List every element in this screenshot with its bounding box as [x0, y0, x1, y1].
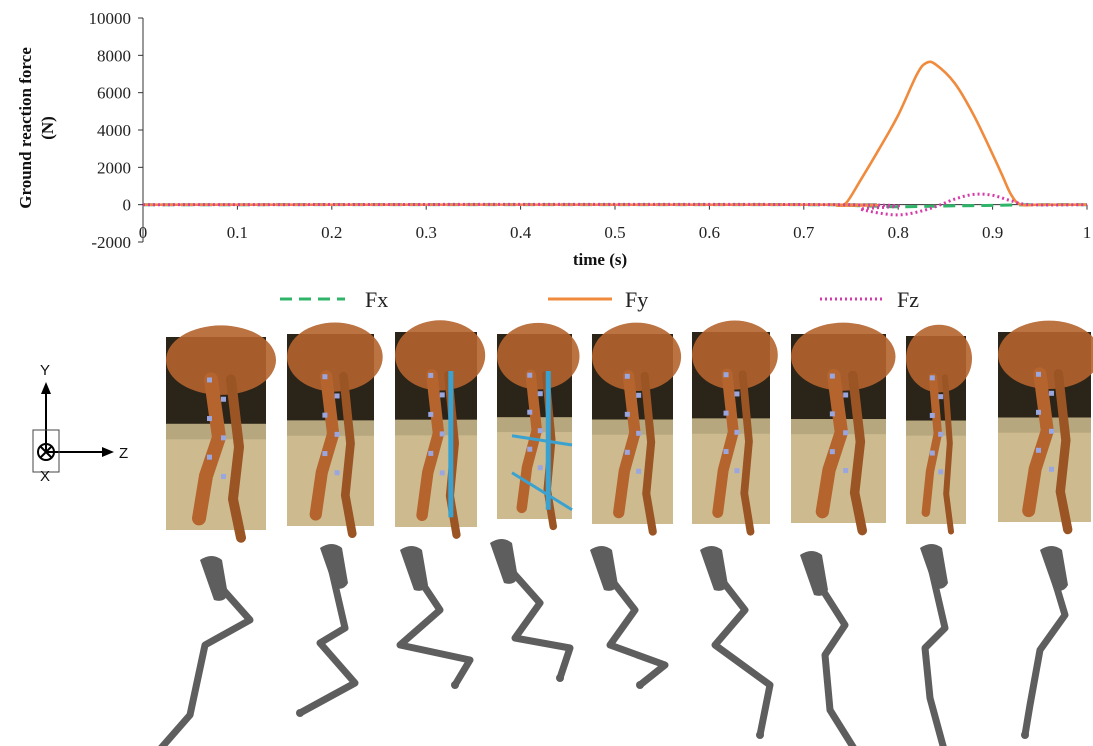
- x-tick-label: 0.2: [321, 223, 342, 242]
- x-tick-label: 0.8: [888, 223, 909, 242]
- axis-label-y: Y: [40, 362, 50, 379]
- series-line-fz: [142, 192, 1088, 217]
- y-tick-label: 8000: [97, 46, 131, 65]
- legend-item-fy: Fy: [548, 287, 648, 312]
- photo-frame: [287, 322, 383, 539]
- axis-label-z: Z: [119, 445, 128, 462]
- x-tick-label: 1: [1083, 223, 1092, 242]
- skeleton-frame: [700, 546, 774, 739]
- skeleton-frame: [920, 544, 949, 746]
- skeleton-frame: [296, 544, 359, 717]
- skeleton-frame: [158, 556, 254, 746]
- x-axis-title: time (s): [573, 250, 627, 269]
- series-line-fy: [142, 60, 1087, 207]
- x-tick-label: 0.6: [699, 223, 720, 242]
- x-tick-label: 0.4: [510, 223, 532, 242]
- photo-frame: [497, 322, 580, 531]
- x-axis-box: [32, 429, 60, 473]
- z-arrow-head: [102, 447, 114, 457]
- x-tick-label: 0.7: [793, 223, 815, 242]
- skeleton-frame: [1021, 546, 1069, 739]
- legend-label-fy: Fy: [625, 287, 648, 312]
- y-axis-ticks: -2000 0 2000 4000 6000 8000 10000: [89, 9, 143, 252]
- y-arrow-head: [41, 382, 51, 394]
- y-tick-label: 0: [123, 196, 132, 215]
- skeleton-frame: [490, 539, 574, 682]
- y-tick-label: 6000: [97, 84, 131, 103]
- photo-frame: [998, 320, 1093, 535]
- y-tick-label: -2000: [91, 233, 131, 252]
- chart-legend: Fx Fy Fz: [280, 287, 919, 312]
- axis-label-x: X: [40, 468, 50, 485]
- skeleton-frame: [800, 551, 857, 746]
- series-lines: [142, 60, 1088, 217]
- x-axis-circle: [37, 443, 55, 461]
- legend-item-fz: Fz: [820, 287, 919, 312]
- photo-frame: [395, 320, 486, 539]
- photo-frame: [592, 322, 682, 536]
- photo-strip: [166, 320, 1093, 543]
- x-tick-label: 0.5: [604, 223, 625, 242]
- x-tick-label: 0.1: [227, 223, 248, 242]
- x-axis-ticks: 0 0.1 0.2 0.3 0.4 0.5 0.6 0.7 0.8 0.9 1: [139, 204, 1092, 242]
- photo-frame: [692, 320, 778, 536]
- y-axis-title-line-2: (N): [38, 116, 57, 140]
- y-tick-label: 4000: [97, 121, 131, 140]
- y-axis-title: Ground reaction force (N): [16, 47, 57, 209]
- photo-frame: [166, 325, 276, 543]
- y-tick-label: 2000: [97, 158, 131, 177]
- photo-frame: [791, 322, 896, 536]
- skeleton-frame: [396, 546, 474, 689]
- photo-frame: [906, 324, 972, 535]
- legend-label-fz: Fz: [897, 287, 919, 312]
- x-tick-label: 0.3: [416, 223, 437, 242]
- legend-label-fx: Fx: [365, 287, 388, 312]
- x-tick-label: 0.9: [982, 223, 1003, 242]
- y-tick-label: 10000: [89, 9, 132, 28]
- force-chart: Ground reaction force (N) -2000 0 2000 4000 6…: [16, 9, 1091, 269]
- skeleton-strip: [158, 539, 1069, 746]
- skeleton-frame: [590, 546, 669, 689]
- legend-item-fx: Fx: [280, 287, 388, 312]
- coordinate-axes-indicator: Y Z X: [32, 362, 128, 485]
- x-axis-cross-b: [39, 445, 53, 459]
- y-axis-title-line-1: Ground reaction force: [16, 47, 35, 209]
